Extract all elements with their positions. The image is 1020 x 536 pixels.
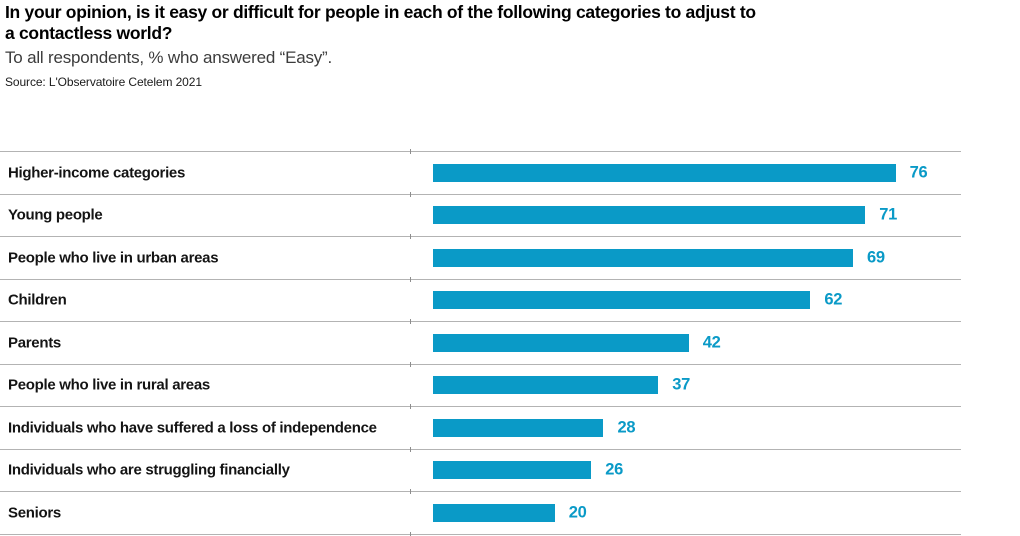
bar-value: 76 [909,163,928,182]
bar-value: 28 [617,418,636,437]
bar [433,461,592,480]
bar [433,163,896,182]
chart-row: Parents 42 [0,319,961,364]
row-label: Parents [8,334,61,352]
chart-row: Individuals who have suffered a loss of … [0,404,961,449]
bar-value: 20 [568,503,587,522]
bar [433,248,853,267]
bar [433,206,866,225]
bar [433,503,555,522]
bar-chart: Higher-income categories 76 Young people… [0,149,961,536]
chart-rows: Higher-income categories 76 Young people… [0,149,961,536]
page-title: In your opinion, is it easy or difficult… [5,2,1005,44]
row-label: Individuals who have suffered a loss of … [8,419,377,437]
row-label: Individuals who are struggling financial… [8,461,290,479]
row-label: Children [8,291,67,309]
bar-value: 69 [867,248,885,267]
page-title-line-2: a contactless world? [5,23,173,43]
bar-value: 42 [702,333,721,352]
chart-source: Source: L'Observatoire Cetelem 2021 [5,75,202,89]
chart-row: Seniors 20 [0,489,961,534]
bar [433,376,659,395]
chart-subtitle: To all respondents, % who answered “Easy… [5,48,333,67]
bar [433,291,811,310]
bar-value: 71 [879,205,897,224]
chart-row: Higher-income categories 76 [0,149,961,194]
chart-row: People who live in rural areas 37 [0,361,961,407]
row-label: Young people [8,206,103,224]
bar [433,418,604,437]
chart-row: Young people 71 [0,191,961,237]
page-title-line-1: In your opinion, is it easy or difficult… [5,2,756,22]
chart-row: People who live in urban areas 69 [0,234,961,279]
row-label: People who live in rural areas [8,376,210,394]
row-label: Seniors [8,504,61,522]
chart-header: In your opinion, is it easy or difficult… [5,2,1005,89]
bar-value: 37 [672,375,690,394]
row-label: People who live in urban areas [8,249,219,267]
chart-row: Children 62 [0,276,961,322]
chart-row: Individuals who are struggling financial… [0,446,961,492]
bar [433,333,689,352]
bar-value: 62 [824,290,843,309]
bar-value: 26 [605,460,624,479]
row-label: Higher-income categories [8,164,186,182]
